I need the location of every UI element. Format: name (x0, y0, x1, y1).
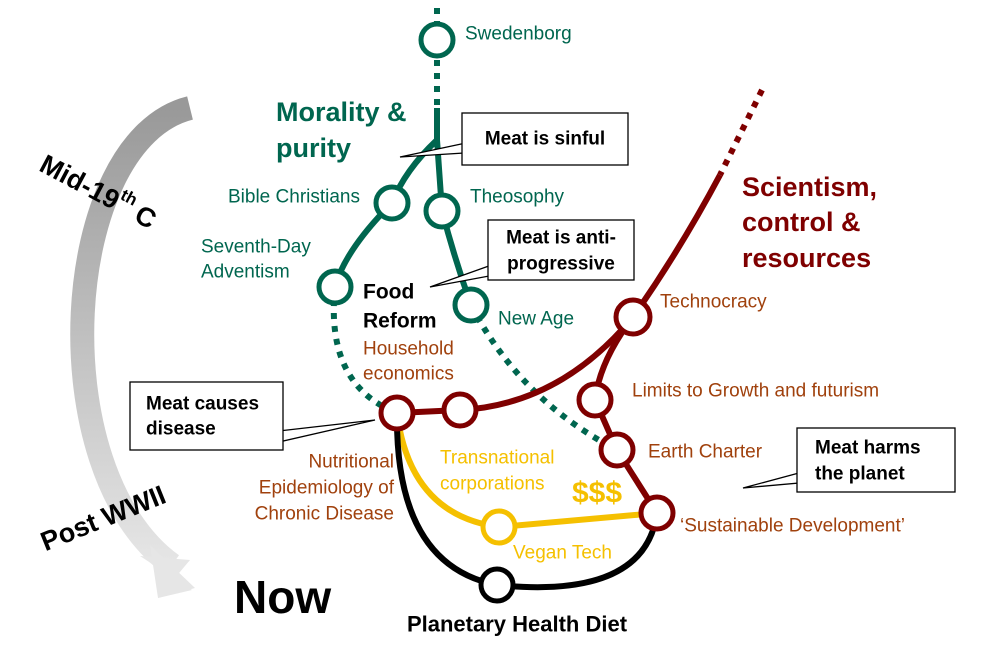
heading: purity (276, 133, 351, 163)
station-label: Bible Christians (228, 187, 360, 208)
callout-text: disease (146, 419, 216, 440)
callout-text: Meat harms (815, 438, 921, 459)
heading: Food (363, 281, 414, 304)
station-label: Nutritional (308, 452, 394, 473)
station-label: New Age (498, 309, 574, 330)
callouts (129, 112, 956, 493)
station-label: Adventism (201, 262, 290, 283)
station-label: Household (363, 339, 454, 360)
callout-text: Meat is anti- (506, 228, 616, 249)
heading: Morality & (276, 97, 407, 127)
heading: control & (742, 207, 861, 237)
heading: Planetary Health Diet (407, 612, 628, 637)
station-label: Chronic Disease (255, 504, 394, 525)
heading: Reform (363, 310, 437, 333)
station-label: Theosophy (470, 187, 565, 208)
era-label-end: C (130, 199, 161, 235)
station-label: Seventh-Day (201, 237, 311, 258)
station-label: Technocracy (660, 292, 767, 313)
station-label: Transnational (440, 448, 554, 469)
station-label: economics (363, 364, 454, 385)
station-label: Limits to Growth and futurism (632, 381, 879, 402)
callout-text: Meat causes (146, 394, 259, 415)
callout-text: Meat is sinful (485, 129, 605, 150)
station-label: Earth Charter (648, 442, 763, 463)
era-label-main: Mid-19 (35, 149, 125, 216)
heading: resources (742, 243, 871, 273)
now-label: Now (234, 571, 331, 623)
heading: Scientism, (742, 172, 877, 202)
timeline-arrow (70, 96, 195, 598)
money-label: $$$ (572, 477, 622, 510)
station-label: Epidemiology of (259, 478, 395, 499)
callout-text: the planet (815, 464, 905, 485)
station-label: Vegan Tech (513, 543, 612, 564)
station-label: Swedenborg (465, 24, 572, 45)
era-label-sup: th (118, 185, 141, 209)
stations (316, 21, 676, 604)
callout-text: progressive (507, 254, 615, 275)
station-label: ‘Sustainable Development’ (680, 516, 905, 537)
station-label: corporations (440, 474, 545, 495)
yellow-line (394, 412, 658, 531)
